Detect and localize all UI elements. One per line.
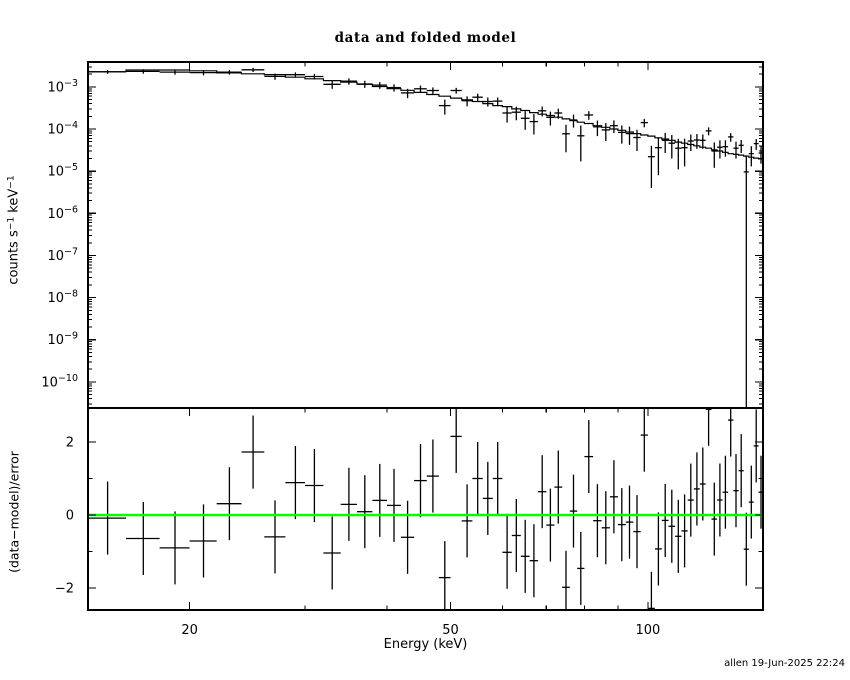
x-axis-label: Energy (keV) <box>383 637 468 652</box>
y-tick-label: 10−5 <box>47 162 78 180</box>
spectrum-data-points <box>88 67 764 408</box>
residual-tick-label: 0 <box>66 509 74 524</box>
panel-frames <box>87 61 764 611</box>
model-histogram <box>88 69 764 160</box>
x-tick-label: 50 <box>442 623 459 638</box>
tick-labels: 20 50 10010−310−410−510−610−710−810−910−10… <box>41 78 660 638</box>
plot-title: data and folded model <box>334 30 517 46</box>
residual-tick-label: 2 <box>66 436 74 451</box>
y-tick-label: 10−4 <box>47 120 78 138</box>
x-tick-label: 20 <box>181 623 198 638</box>
axis-ticks <box>88 62 763 610</box>
y-tick-label: 10−9 <box>47 331 78 349</box>
y-tick-label: 10−3 <box>47 78 78 96</box>
timestamp: allen 19-Jun-2025 22:24 <box>724 658 845 669</box>
residual-points <box>88 408 764 610</box>
y-tick-label: 10−10 <box>41 373 78 391</box>
x-tick-label: 100 <box>635 623 660 638</box>
y-tick-label: 10−7 <box>47 246 78 264</box>
y-tick-label: 10−6 <box>47 204 78 222</box>
residual-tick-label: −2 <box>55 582 74 597</box>
y-tick-label: 10−8 <box>47 289 78 307</box>
